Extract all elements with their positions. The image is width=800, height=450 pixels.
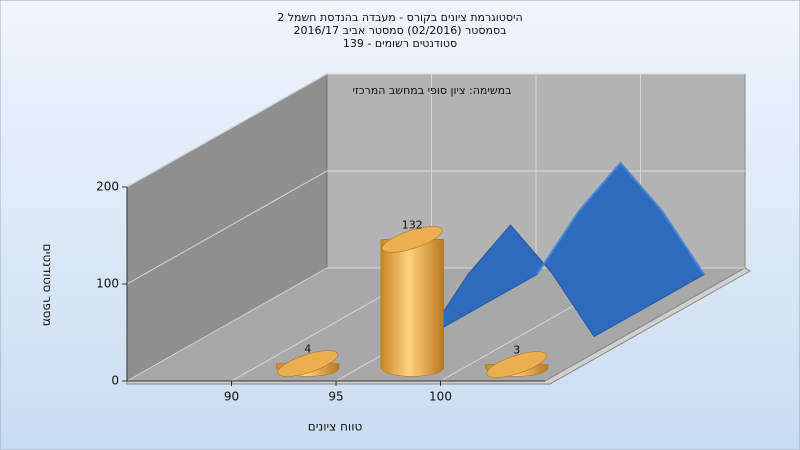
y-axis-label: מספר סטודנטים (41, 244, 55, 327)
grid-line (126, 73, 745, 188)
title-line: היסטוגרמת ציונים בקורס - מעבדה בהנדסת חש… (277, 11, 522, 24)
y-tick-label: 100 (96, 277, 119, 291)
annotation: במשימה: ציון סופי במחשב המרכזי (352, 84, 511, 97)
x-tick-label: 100 (429, 390, 452, 404)
x-axis-label: טווח ציונים (308, 420, 363, 434)
bar (380, 239, 444, 377)
x-tick-label: 95 (328, 390, 343, 404)
y-tick-label: 0 (111, 374, 119, 388)
title-line: סטודנטים רשומים - 139 (343, 37, 457, 50)
value-label: 4 (304, 343, 311, 356)
x-tick-label: 90 (224, 390, 239, 404)
bar-top (382, 226, 443, 253)
value-label: 132 (402, 218, 423, 231)
title-line: בסמסטר (02/2016) סמסטר אביב 2016/17 (293, 24, 506, 37)
plot-area: 0 100 200 90 95 100 במשימה: ציון סופי במחשב המ… (96, 73, 751, 404)
curve-line (536, 161, 705, 276)
bar-top (486, 351, 547, 378)
y-tick-label: 200 (96, 180, 119, 194)
value-label: 3 (513, 344, 520, 357)
grid-line (126, 170, 745, 285)
bar-top (277, 350, 338, 377)
